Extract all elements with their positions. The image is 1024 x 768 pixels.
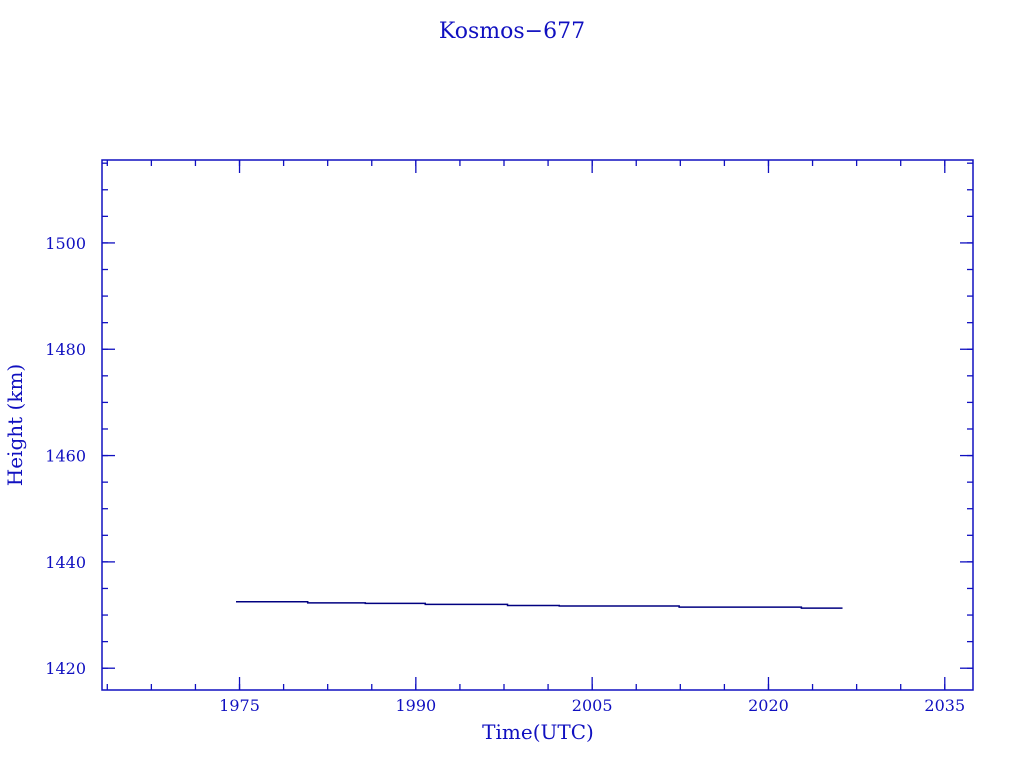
x-tick-label: 2005 xyxy=(572,696,613,715)
chart-title: Kosmos−677 xyxy=(439,19,585,44)
y-tick-label: 1460 xyxy=(45,447,86,466)
y-tick-label: 1440 xyxy=(45,553,86,572)
y-axis-label: Height (km) xyxy=(3,364,27,486)
series-line xyxy=(236,601,843,609)
y-tick-label: 1420 xyxy=(45,659,86,678)
x-axis-label: Time(UTC) xyxy=(482,720,594,744)
tick-labels: 1975 1990 2005 2020 2035 1420 1440 1460 1480 1500 xyxy=(45,234,965,715)
plot-frame xyxy=(101,159,974,691)
axis-ticks xyxy=(102,160,973,690)
x-tick-label: 1990 xyxy=(395,696,436,715)
x-tick-label: 2035 xyxy=(924,696,965,715)
x-tick-label: 2020 xyxy=(748,696,789,715)
series xyxy=(236,601,843,609)
y-tick-label: 1480 xyxy=(45,340,86,359)
y-tick-label: 1500 xyxy=(45,234,86,253)
x-tick-label: 1975 xyxy=(219,696,260,715)
